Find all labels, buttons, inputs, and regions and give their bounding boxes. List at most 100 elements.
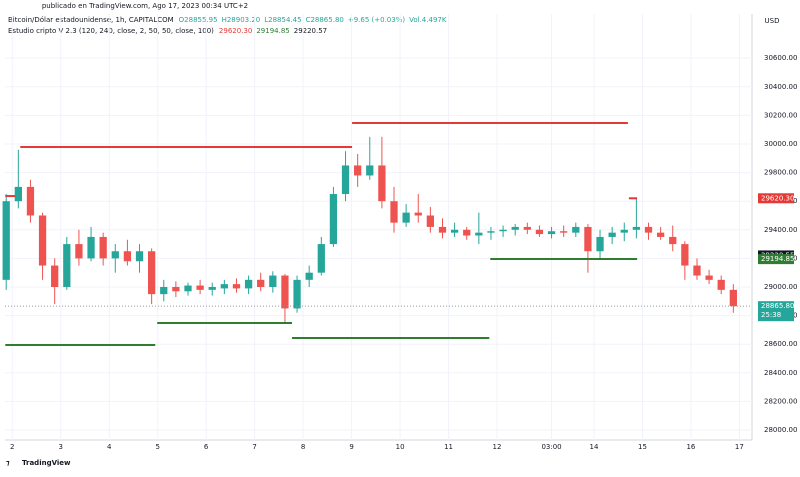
candle-body [63, 244, 71, 287]
candle-body [208, 286, 216, 290]
y-tick-label: 30600.00 [764, 54, 797, 62]
x-tick-label: 6 [204, 443, 209, 451]
candle-body [644, 226, 653, 233]
candle-body [87, 236, 95, 259]
legend-value: Vol.4.497K [409, 16, 447, 24]
x-tick-label: 16 [686, 443, 695, 451]
candle-body [341, 165, 350, 195]
candle-body [414, 212, 422, 216]
candle-body [196, 285, 204, 290]
price-tag [758, 301, 794, 322]
brand: TradingView [22, 459, 71, 467]
candle-body [463, 229, 471, 236]
candle-body [693, 265, 701, 276]
candle-body [257, 279, 265, 287]
candle-body [402, 212, 410, 223]
y-tick-label: 30400.00 [764, 83, 797, 91]
candle-body [51, 265, 59, 287]
candle-body [390, 201, 398, 223]
x-tick-label: 12 [493, 443, 502, 451]
x-tick-label: 3 [59, 443, 63, 451]
price-tag-label: 29194.85 [761, 255, 794, 263]
x-tick-label: 9 [349, 443, 353, 451]
candle-body [475, 232, 483, 236]
legend-value: O28855.95 [179, 16, 218, 24]
candle-body [26, 186, 35, 216]
candle-body [99, 236, 107, 259]
candle-body [584, 226, 592, 252]
candle-body [705, 275, 713, 280]
candle-body [523, 226, 531, 230]
x-tick-label: 03:00 [541, 443, 561, 451]
candle-body [487, 231, 495, 233]
price-tag-label: 28865.80 [761, 302, 794, 310]
candle-body [293, 279, 301, 309]
x-tick-label: 14 [590, 443, 599, 451]
candle-body [305, 272, 313, 280]
candle-body [378, 165, 386, 202]
candle-body [669, 236, 677, 245]
candle-body [75, 244, 83, 259]
candle-body [111, 251, 119, 259]
candle-body [220, 284, 228, 289]
y-tick-label: 29400.00 [764, 226, 797, 234]
candle-body [123, 251, 132, 262]
chart-title: Bitcoin/Dólar estadounidense, 1h, CAPITA… [8, 16, 174, 24]
price-tag [758, 193, 794, 204]
indicator-name: Estudio cripto V 2.3 (120, 240, close, 2… [8, 27, 214, 35]
x-tick-label: 15 [638, 443, 647, 451]
countdown: 25:38 [761, 311, 781, 319]
candle-body [535, 229, 544, 235]
currency: USD [765, 17, 780, 25]
candle-body [632, 226, 641, 230]
candle-body [499, 229, 507, 232]
candle-body [184, 285, 192, 292]
brand-logo: ⁊ [6, 459, 10, 467]
x-tick-label: 4 [107, 443, 112, 451]
x-tick-label: 11 [444, 443, 453, 451]
indicator-value: 29194.85 [256, 27, 289, 35]
candle-body [232, 284, 241, 289]
candle-body [354, 165, 362, 176]
candle-body [329, 194, 338, 245]
candle-body [620, 229, 628, 233]
candle-body [681, 244, 689, 266]
candle-body [560, 231, 568, 233]
candle-body [438, 226, 447, 233]
x-tick-label: 7 [252, 443, 256, 451]
candle-body [135, 251, 144, 262]
legend-value: +9.65 (+0.03%) [348, 16, 406, 24]
y-tick-label: 28600.00 [764, 340, 797, 348]
candle-body [608, 232, 616, 237]
y-tick-label: 29800.00 [764, 169, 797, 177]
candle-body [269, 275, 277, 287]
candle-body [426, 215, 435, 227]
y-tick-label: 29000.00 [764, 283, 797, 291]
y-tick-label: 28200.00 [764, 397, 797, 405]
y-tick-label: 30200.00 [764, 111, 797, 119]
candle-body [717, 279, 725, 290]
price-tag-label: 29620.30 [761, 194, 794, 202]
published-note: publicado en TradingView.com, Ago 17, 20… [42, 2, 248, 10]
candle-body [160, 286, 168, 295]
candle-body [172, 286, 180, 292]
candle-body [281, 275, 289, 309]
candle-body [148, 251, 156, 295]
y-tick-label: 28400.00 [764, 369, 797, 377]
candle-body [450, 229, 459, 233]
x-tick-label: 5 [155, 443, 159, 451]
candle-body [729, 289, 737, 307]
x-tick-label: 17 [735, 443, 744, 451]
candle-body [572, 226, 580, 233]
y-tick-label: 30000.00 [764, 140, 797, 148]
y-tick-label: 28000.00 [764, 426, 797, 434]
candle-body [511, 226, 519, 230]
legend-value: C28865.80 [306, 16, 344, 24]
candle-body [38, 215, 47, 266]
x-tick-label: 2 [10, 443, 14, 451]
indicator-value: 29620.30 [219, 27, 252, 35]
candle-body [14, 186, 22, 202]
candle-body [317, 244, 325, 273]
candle-body [596, 236, 604, 252]
candle-body [244, 279, 253, 289]
